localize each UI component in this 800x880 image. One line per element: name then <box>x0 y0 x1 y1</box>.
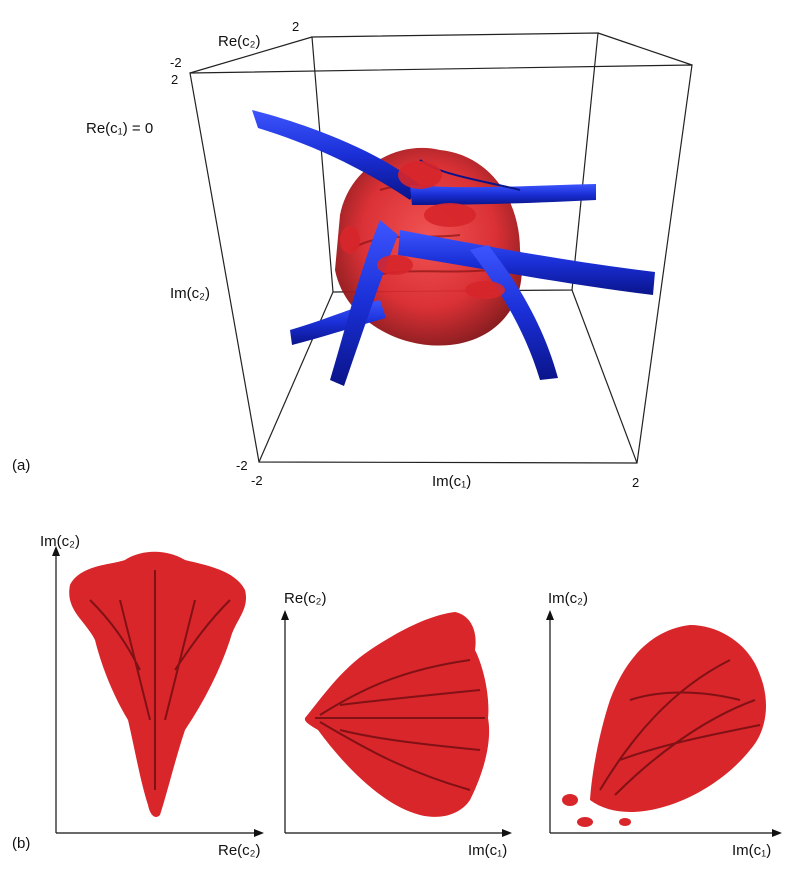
bounding-box <box>189 32 693 464</box>
axis-label-im-c2: Im(c₂) <box>170 285 210 302</box>
tick-im-c2-max: 2 <box>171 72 178 87</box>
box-edge <box>258 291 334 463</box>
view3-x-label: Im(c₁) <box>732 842 771 859</box>
box-edge <box>571 289 638 464</box>
tick-re-c2-min: -2 <box>170 55 182 70</box>
view2-x-label: Im(c₁) <box>468 842 507 859</box>
box-edge <box>597 32 693 66</box>
axis-label-im-c1: Im(c₁) <box>432 473 471 490</box>
tick-im-c1-min: -2 <box>251 473 263 488</box>
slice-label: Re(c₁) = 0 <box>86 120 153 137</box>
view1-x-label: Re(c₂) <box>218 842 261 859</box>
view1-y-label: Im(c₂) <box>40 533 80 550</box>
panel-b: (b) Im(c₂) Re(c₂) Re(c₂) Im(c₁) <box>12 533 782 859</box>
projection-view-3: Im(c₂) Im(c₁) <box>546 590 782 859</box>
axis-label-re-c2: Re(c₂) <box>218 33 261 50</box>
red-projection-2 <box>304 612 490 817</box>
projection-view-1: Im(c₂) Re(c₂) <box>40 533 264 859</box>
red-patches-front <box>340 161 505 299</box>
box-edge <box>189 36 313 74</box>
panel-a-label: (a) <box>12 457 30 474</box>
panel-b-label: (b) <box>12 835 30 852</box>
red-projection-1 <box>69 551 247 817</box>
red-projection-3 <box>590 625 766 812</box>
tick-im-c1-max: 2 <box>632 475 639 490</box>
view3-y-label: Im(c₂) <box>548 590 588 607</box>
projection-view-2: Re(c₂) Im(c₁) <box>281 590 512 859</box>
tick-im-c2-min: -2 <box>236 458 248 473</box>
panel-a: Re(c₂) 2 -2 2 Re(c₁) = 0 Im(c₂) (a) -2 -… <box>12 19 693 490</box>
tick-re-c2-max: 2 <box>292 19 299 34</box>
blue-surface-3d <box>252 110 655 386</box>
view2-y-label: Re(c₂) <box>284 590 327 607</box>
